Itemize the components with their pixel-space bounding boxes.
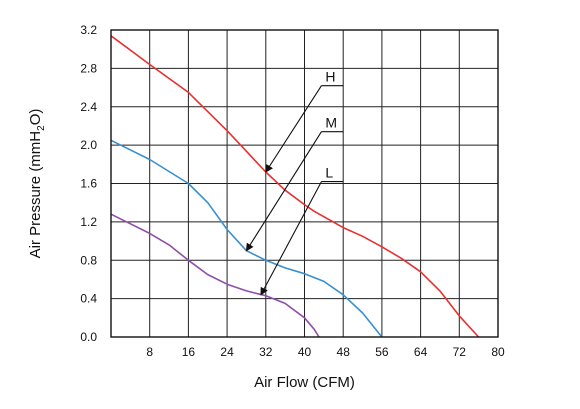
x-tick-label: 72 xyxy=(453,345,467,359)
x-tick-label: 40 xyxy=(298,345,312,359)
x-tick-label: 56 xyxy=(375,345,389,359)
y-axis-label: Air Pressure (mmH2O) xyxy=(27,109,47,259)
x-tick-label: 64 xyxy=(414,345,428,359)
x-axis-label: Air Flow (CFM) xyxy=(254,374,355,391)
series-layer xyxy=(110,35,480,338)
grid xyxy=(111,30,498,337)
tick-labels: 8 16 24 32 40 48 56 64 72 80 0.0 0.4 0.8 1.2 1.6 2.0 2.4… xyxy=(80,23,505,359)
annotation-label-l: L xyxy=(325,165,333,181)
annotation-label-m: M xyxy=(325,115,337,131)
y-tick-label: 3.2 xyxy=(80,23,97,37)
y-tick-label: 2.0 xyxy=(80,138,97,152)
y-axis-label-main: Air Pressure (mmH xyxy=(27,131,44,259)
y-tick-label: 1.2 xyxy=(80,215,97,229)
annotation-arrow-m xyxy=(245,131,322,252)
x-tick-label: 8 xyxy=(146,345,153,359)
plot-frame xyxy=(110,29,499,338)
annotation-label-h: H xyxy=(325,69,335,85)
series-line-l xyxy=(110,213,320,338)
x-tick-label: 48 xyxy=(337,345,351,359)
y-tick-label: 0.0 xyxy=(80,330,97,344)
x-tick-label: 32 xyxy=(259,345,273,359)
y-tick-label: 1.6 xyxy=(80,177,97,191)
x-tick-label: 80 xyxy=(491,345,505,359)
x-tick-label: 16 xyxy=(182,345,196,359)
annotation-arrow-l xyxy=(260,181,322,296)
x-tick-label: 24 xyxy=(220,345,234,359)
y-tick-label: 2.4 xyxy=(80,100,97,114)
series-line-h xyxy=(110,35,480,338)
annotations-layer: H M L xyxy=(245,69,344,296)
y-tick-label: 0.8 xyxy=(80,253,97,267)
y-tick-label: 2.8 xyxy=(80,61,97,75)
y-tick-label: 0.4 xyxy=(80,292,97,306)
y-axis-label-end: O) xyxy=(27,109,44,126)
y-axis-label-subscript: 2 xyxy=(36,125,47,131)
series-line-m xyxy=(110,139,383,338)
annotation-arrow-h xyxy=(265,85,322,173)
